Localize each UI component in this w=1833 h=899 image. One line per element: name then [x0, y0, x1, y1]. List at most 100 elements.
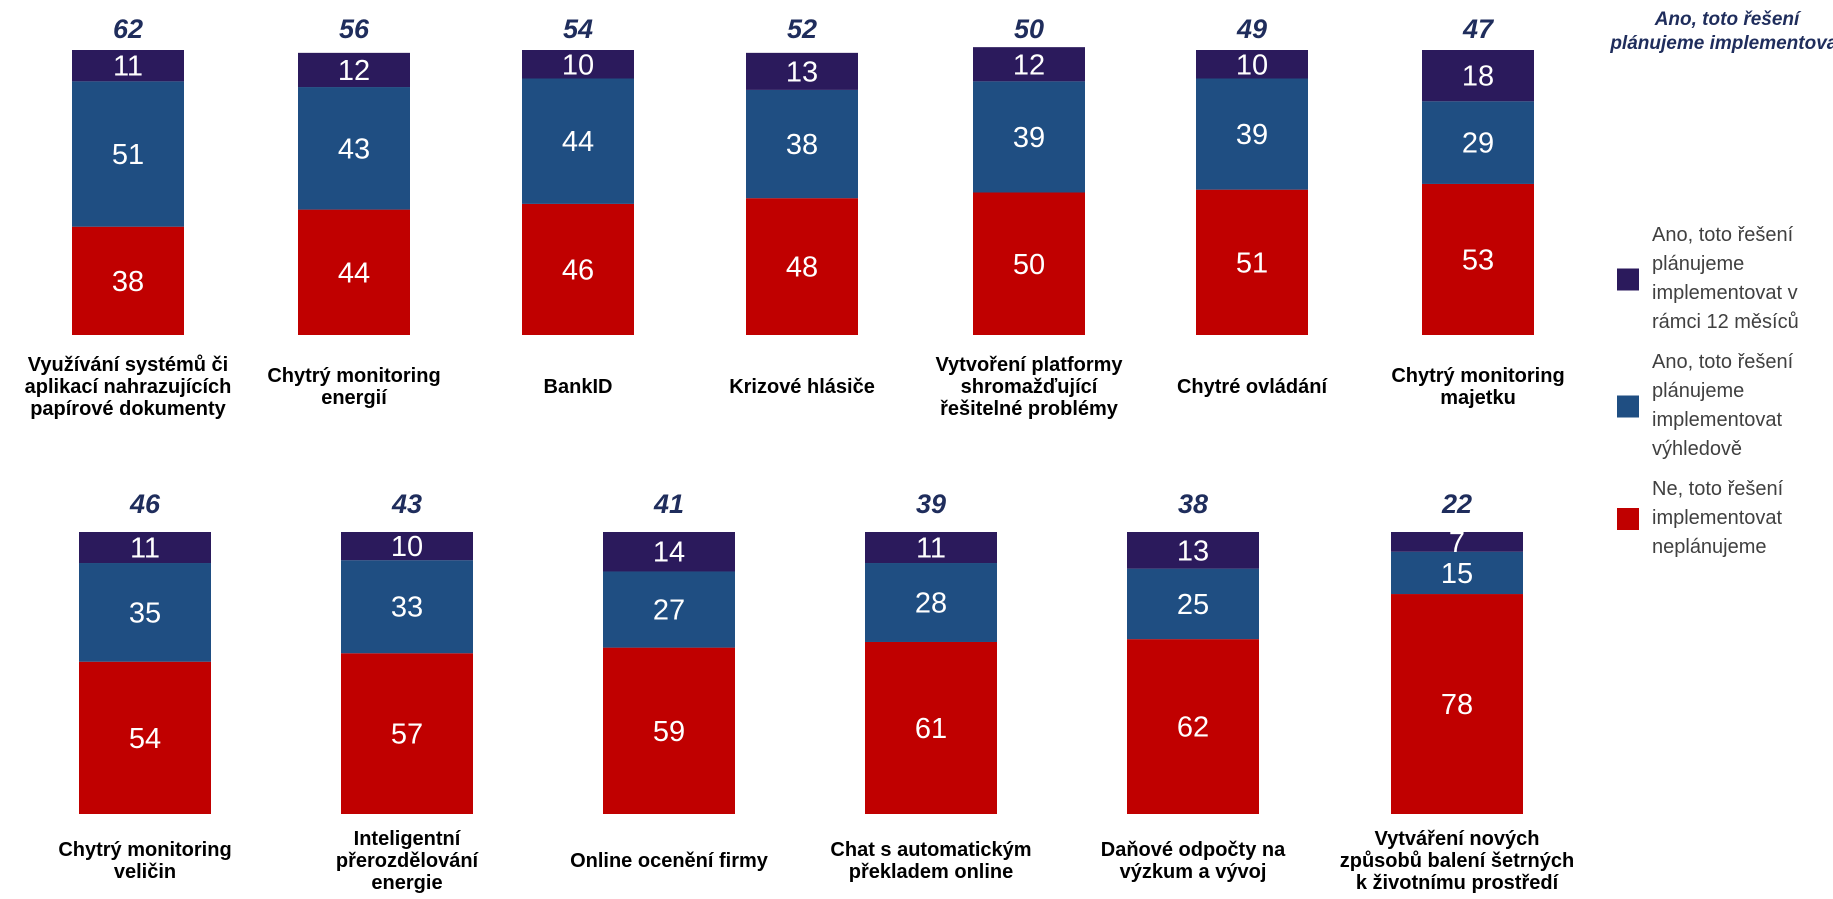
data-label: 27	[653, 595, 685, 627]
bar-segment	[603, 532, 735, 572]
data-label: 53	[1462, 244, 1494, 276]
data-label: 62	[1177, 712, 1209, 744]
data-label: 44	[562, 126, 594, 158]
bar-segment	[298, 52, 410, 88]
legend: Ano, toto řešení plánujeme implementovat v…	[1617, 224, 1799, 558]
bar-group: 48 38 13 52 Krizové hlásiče	[729, 14, 875, 398]
category-label: Chytré ovládání	[1177, 376, 1328, 398]
bar-segment	[865, 532, 997, 564]
total-label: 38	[1178, 489, 1208, 519]
bar-segment	[1391, 551, 1523, 595]
legend-item: Ne, toto řešení implementovat neplánujeme	[1617, 478, 1784, 558]
category-label: aplikací nahrazujících	[25, 376, 232, 398]
legend-swatch	[1617, 508, 1639, 530]
bar-segment	[79, 532, 211, 564]
legend-label: Ano, toto řešení	[1652, 351, 1794, 373]
legend-label: implementovat	[1652, 507, 1783, 529]
category-label: Krizové hlásiče	[729, 376, 875, 398]
total-label: 41	[653, 489, 684, 519]
data-label: 57	[391, 719, 423, 751]
data-label: 35	[129, 597, 161, 629]
corner-title-line: plánujeme implementovat	[1609, 33, 1833, 54]
legend-swatch	[1617, 395, 1639, 418]
data-label: 39	[1236, 119, 1268, 151]
data-label: 13	[1177, 535, 1209, 567]
bar-segment	[746, 198, 858, 335]
category-label: Chytrý monitoring	[267, 365, 440, 387]
bar-segment	[746, 52, 858, 90]
bar-segment	[746, 89, 858, 199]
category-label: Online ocenění firmy	[570, 850, 769, 872]
category-label: majetku	[1440, 387, 1516, 409]
data-label: 48	[786, 252, 818, 284]
category-label: Využívání systémů či	[28, 354, 228, 376]
category-label: k životnímu prostředí	[1356, 872, 1560, 894]
total-label: 54	[563, 14, 593, 44]
category-label: Chytrý monitoring	[58, 839, 231, 861]
data-label: 39	[1013, 122, 1045, 154]
category-label: Inteligentní	[354, 828, 462, 850]
bar-segment	[973, 47, 1085, 82]
category-label: Chat s automatickým	[830, 839, 1031, 861]
data-label: 29	[1462, 128, 1494, 160]
bar-segment	[522, 203, 634, 335]
category-label: výzkum a vývoj	[1120, 861, 1267, 883]
bar-group: 51 39 10 49 Chytré ovládání	[1177, 14, 1328, 398]
total-label: 39	[916, 489, 946, 519]
data-label: 15	[1441, 558, 1473, 590]
data-label: 59	[653, 716, 685, 748]
total-label: 56	[339, 14, 370, 44]
legend-label: rámci 12 měsíců	[1652, 311, 1799, 333]
category-label: řešitelné problémy	[940, 398, 1119, 420]
data-label: 14	[653, 537, 685, 569]
category-label: Vytváření nových	[1375, 828, 1540, 850]
bar-segment	[1127, 568, 1259, 640]
data-label: 61	[915, 713, 947, 745]
bar-segment	[1422, 101, 1534, 184]
data-label: 18	[1462, 61, 1494, 93]
data-label: 46	[562, 254, 594, 286]
bar-group: 46 44 10 54 BankID	[522, 14, 634, 398]
legend-label: plánujeme	[1652, 380, 1744, 402]
category-label: Chytrý monitoring	[1391, 365, 1564, 387]
bar-segment	[973, 192, 1085, 335]
legend-label: Ano, toto řešení	[1652, 224, 1794, 246]
bar-segment	[1196, 189, 1308, 335]
corner-title: Ano, toto řešení plánujeme implementovat	[1609, 9, 1833, 54]
data-label: 11	[113, 51, 143, 83]
data-label: 78	[1441, 689, 1473, 721]
data-label: 13	[786, 56, 818, 88]
bar-segment	[1391, 532, 1523, 552]
bar-segment	[1127, 639, 1259, 814]
legend-label: implementovat	[1652, 409, 1783, 431]
legend-swatch	[1617, 268, 1639, 291]
legend-label: výhledově	[1652, 438, 1742, 460]
bar-segment	[522, 78, 634, 204]
category-label: shromažďující	[961, 376, 1099, 398]
total-label: 50	[1014, 14, 1044, 44]
bar-segment	[603, 571, 735, 648]
bar-segment	[341, 532, 473, 561]
total-label: 43	[391, 489, 422, 519]
data-label: 25	[1177, 589, 1209, 621]
data-label: 10	[391, 531, 423, 563]
bar-group: 57 33 10 43 Inteligentnípřerozdělováníenergi…	[336, 489, 480, 894]
data-label: 11	[130, 533, 160, 565]
data-label: 10	[1236, 49, 1268, 81]
data-label: 33	[391, 592, 423, 624]
category-label: energií	[321, 387, 388, 409]
bar-group: 59 27 14 41 Online ocenění firmy	[570, 489, 769, 872]
data-label: 44	[338, 257, 370, 289]
data-label: 7	[1449, 527, 1465, 559]
data-label: 12	[1013, 49, 1045, 81]
bar-segment	[1196, 50, 1308, 79]
total-label: 47	[1462, 14, 1495, 44]
legend-item: Ano, toto řešení plánujeme implementovat vý…	[1617, 351, 1794, 460]
